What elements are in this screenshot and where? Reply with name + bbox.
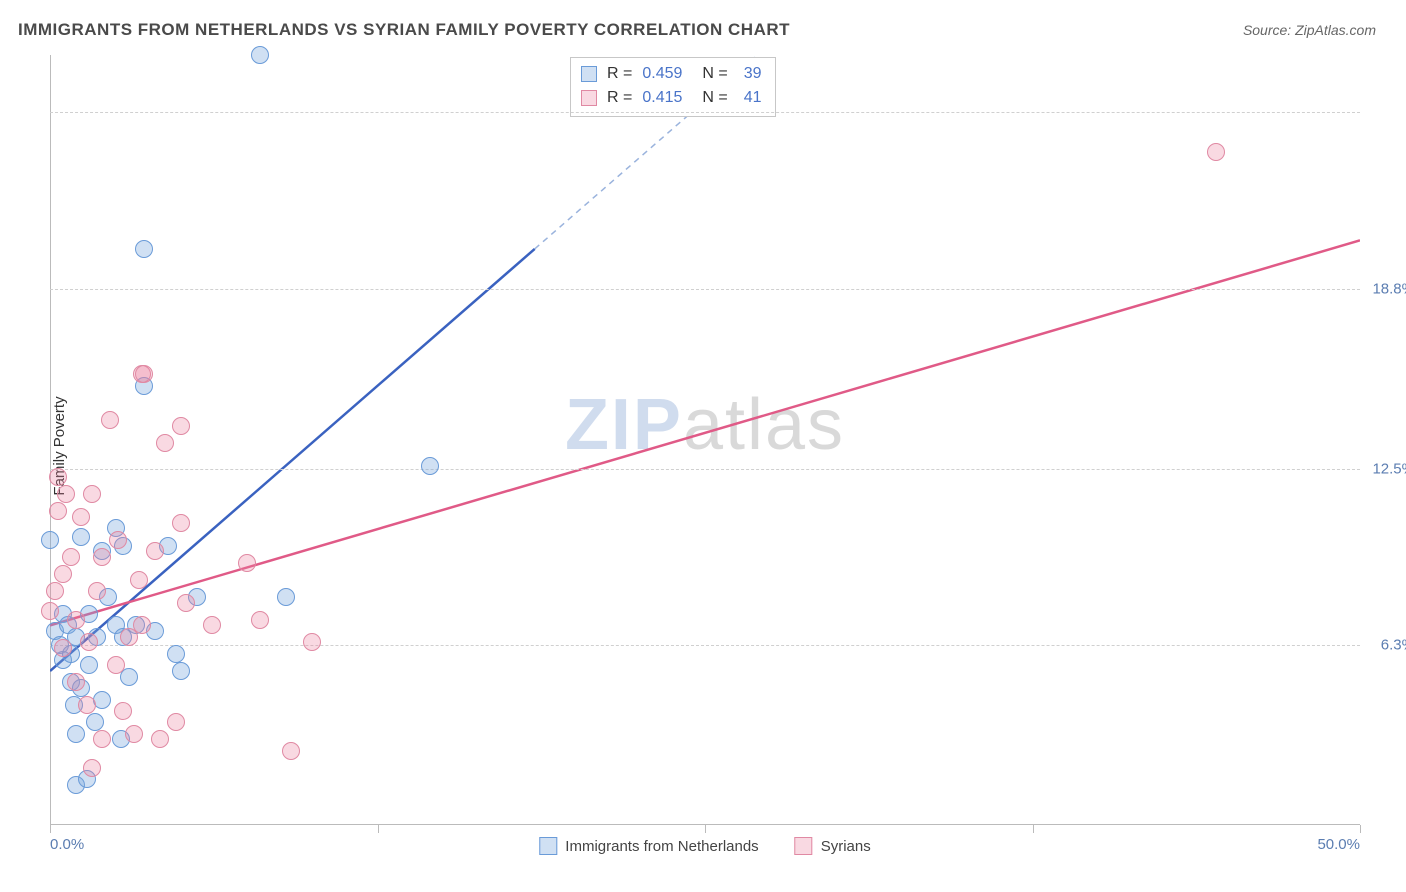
data-point bbox=[135, 240, 153, 258]
data-point bbox=[78, 696, 96, 714]
data-point bbox=[172, 662, 190, 680]
data-point bbox=[54, 639, 72, 657]
y-tick-label: 6.3% bbox=[1381, 637, 1406, 654]
data-point bbox=[156, 434, 174, 452]
stats-r-value: 0.415 bbox=[642, 86, 692, 110]
watermark-atlas: atlas bbox=[683, 385, 845, 465]
data-point bbox=[130, 571, 148, 589]
x-tick bbox=[1033, 825, 1034, 833]
y-tick-label: 12.5% bbox=[1372, 460, 1406, 477]
source-label: Source: ZipAtlas.com bbox=[1243, 22, 1376, 38]
data-point bbox=[107, 656, 125, 674]
data-point bbox=[135, 365, 153, 383]
data-point bbox=[146, 542, 164, 560]
gridline bbox=[50, 469, 1360, 470]
data-point bbox=[80, 656, 98, 674]
gridline bbox=[50, 112, 1360, 113]
data-point bbox=[54, 565, 72, 583]
data-point bbox=[49, 502, 67, 520]
watermark-zip: ZIP bbox=[565, 385, 683, 465]
stats-n-label: N = bbox=[702, 62, 727, 86]
watermark: ZIPatlas bbox=[565, 384, 845, 466]
data-point bbox=[177, 594, 195, 612]
y-axis-line bbox=[50, 55, 51, 825]
legend-item: Syrians bbox=[795, 837, 871, 855]
data-point bbox=[303, 633, 321, 651]
data-point bbox=[125, 725, 143, 743]
trend-lines bbox=[50, 55, 1360, 825]
data-point bbox=[151, 730, 169, 748]
data-point bbox=[203, 616, 221, 634]
legend-swatch bbox=[795, 837, 813, 855]
data-point bbox=[57, 485, 75, 503]
legend-swatch bbox=[539, 837, 557, 855]
stats-r-label: R = bbox=[607, 86, 632, 110]
legend-label: Syrians bbox=[821, 838, 871, 855]
data-point bbox=[251, 611, 269, 629]
stats-r-value: 0.459 bbox=[642, 62, 692, 86]
data-point bbox=[93, 691, 111, 709]
gridline bbox=[50, 645, 1360, 646]
data-point bbox=[101, 411, 119, 429]
stats-row: R = 0.459 N = 39 bbox=[581, 62, 761, 86]
data-point bbox=[172, 514, 190, 532]
stats-n-value: 39 bbox=[744, 62, 762, 86]
stats-r-label: R = bbox=[607, 62, 632, 86]
x-tick bbox=[705, 825, 706, 833]
legend: Immigrants from Netherlands Syrians bbox=[539, 837, 870, 855]
y-tick-label: 18.8% bbox=[1372, 280, 1406, 297]
data-point bbox=[83, 759, 101, 777]
data-point bbox=[83, 485, 101, 503]
data-point bbox=[67, 673, 85, 691]
data-point bbox=[46, 582, 64, 600]
data-point bbox=[251, 46, 269, 64]
data-point bbox=[62, 548, 80, 566]
data-point bbox=[172, 417, 190, 435]
stats-box: R = 0.459 N = 39 R = 0.415 N = 41 bbox=[570, 57, 776, 117]
data-point bbox=[86, 713, 104, 731]
x-tick bbox=[50, 825, 51, 833]
x-tick bbox=[378, 825, 379, 833]
stats-n-value: 41 bbox=[744, 86, 762, 110]
data-point bbox=[282, 742, 300, 760]
data-point bbox=[93, 548, 111, 566]
data-point bbox=[67, 725, 85, 743]
data-point bbox=[133, 616, 151, 634]
chart-title: IMMIGRANTS FROM NETHERLANDS VS SYRIAN FA… bbox=[18, 20, 790, 40]
data-point bbox=[109, 531, 127, 549]
stats-swatch bbox=[581, 66, 597, 82]
data-point bbox=[93, 730, 111, 748]
x-tick bbox=[1360, 825, 1361, 833]
data-point bbox=[72, 528, 90, 546]
legend-label: Immigrants from Netherlands bbox=[565, 838, 758, 855]
data-point bbox=[49, 468, 67, 486]
legend-item: Immigrants from Netherlands bbox=[539, 837, 758, 855]
data-point bbox=[421, 457, 439, 475]
data-point bbox=[41, 602, 59, 620]
stats-n-label: N = bbox=[702, 86, 727, 110]
data-point bbox=[67, 611, 85, 629]
data-point bbox=[167, 645, 185, 663]
data-point bbox=[1207, 143, 1225, 161]
data-point bbox=[41, 531, 59, 549]
data-point bbox=[88, 582, 106, 600]
data-point bbox=[80, 633, 98, 651]
data-point bbox=[277, 588, 295, 606]
data-point bbox=[238, 554, 256, 572]
data-point bbox=[72, 508, 90, 526]
gridline bbox=[50, 289, 1360, 290]
data-point bbox=[114, 702, 132, 720]
data-point bbox=[167, 713, 185, 731]
scatter-plot: ZIPatlas R =0.459N =39R =0.415N =41 Immi… bbox=[50, 55, 1360, 825]
stats-row: R = 0.415 N = 41 bbox=[581, 86, 761, 110]
stats-swatch bbox=[581, 90, 597, 106]
x-tick-label: 0.0% bbox=[50, 836, 84, 853]
x-tick-label: 50.0% bbox=[1317, 836, 1360, 853]
